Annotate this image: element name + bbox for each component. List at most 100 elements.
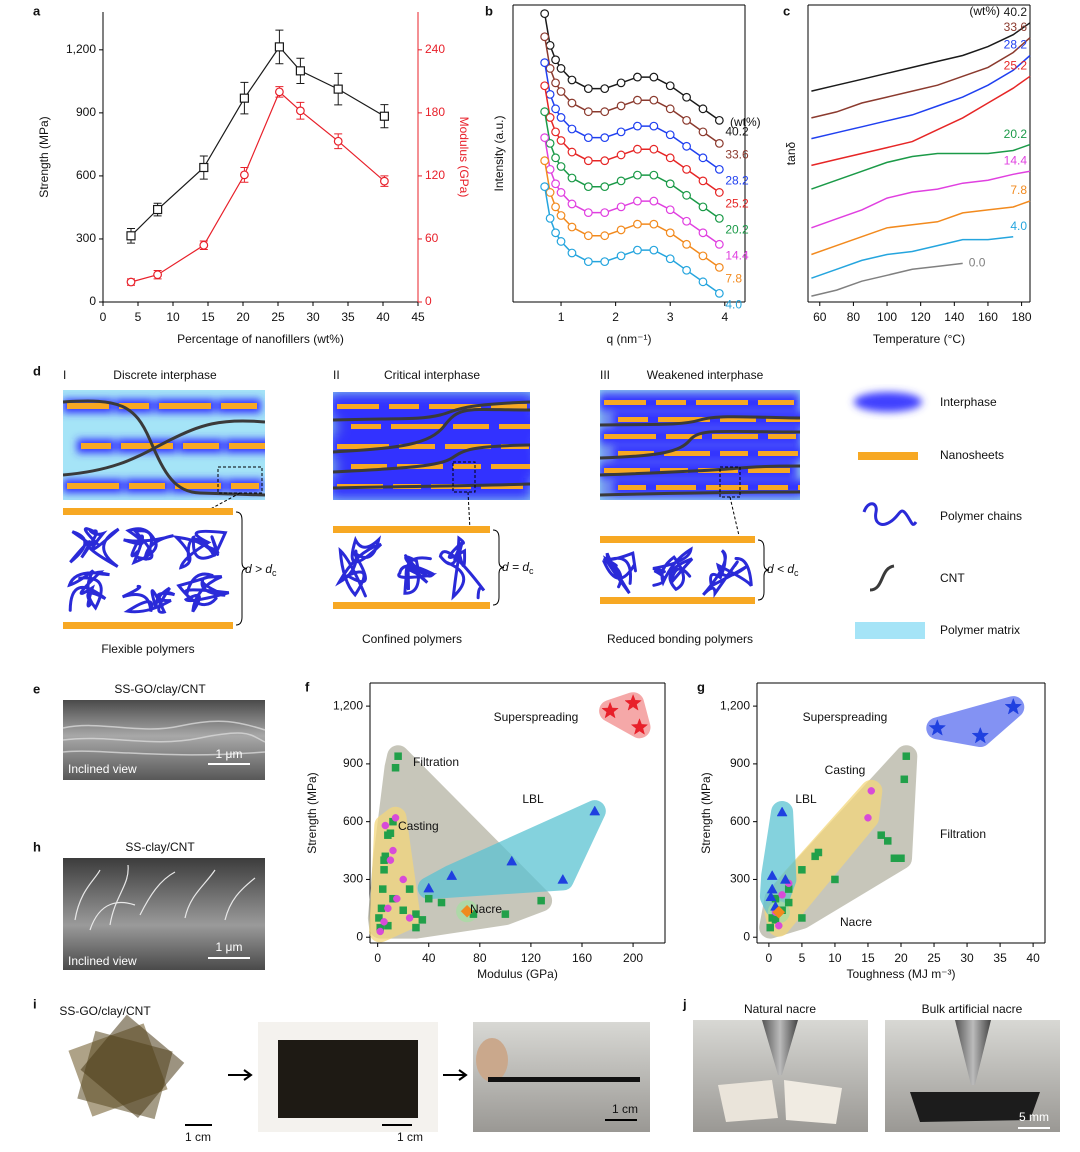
marker-square [798,914,806,922]
region-label: Nacre [470,902,502,916]
subscript: c [272,568,277,578]
marker-triangle [779,873,791,884]
interphase [793,480,800,495]
cnt [600,464,800,477]
image-note: Inclined view [68,762,137,776]
marker-circle [665,81,675,91]
marker-circle [540,107,550,117]
marker-circle [698,153,708,163]
nanosheet [337,404,379,409]
panel-label: e [33,681,40,696]
nanosheet [758,400,794,405]
panel-label: f [305,679,310,694]
marker-triangle [589,805,601,816]
polymer-chains [335,535,486,601]
cnt [333,443,530,474]
nanosheet [453,424,489,429]
x-tick-label: 35 [993,951,1007,965]
y-tick-label: 900 [730,756,750,770]
marker-circle [556,162,566,171]
scheme-caption: Reduced bonding polymers [607,632,753,646]
legend-label: Nanosheets [940,448,1004,462]
nanosheet [499,424,530,429]
y2-tick-label: 240 [425,42,445,56]
x-tick-label: 5 [799,951,806,965]
polymer-chain [172,529,228,570]
nanosheet [600,597,755,604]
y-axis-label: tanδ [784,142,798,166]
legend-label: CNT [940,571,965,585]
relation: d = d [502,560,529,574]
region-label: Casting [398,819,439,833]
marker-square [380,866,388,874]
x-tick-label: 100 [877,310,897,324]
series-label: 28.2 [725,174,749,188]
marker-star [928,719,947,736]
marker-circle [714,288,724,298]
series-label: 33.6 [725,148,749,162]
region-label: Filtration [413,755,459,769]
nanosheet [618,485,646,490]
zoom-lead [467,491,471,531]
y-tick-label: 900 [343,756,363,770]
marker-circle [665,153,675,163]
nanosheet [81,443,111,449]
marker-square [897,854,905,863]
series-label: 20.2 [1004,127,1028,141]
marker-circle [616,251,626,261]
marker-circle [567,147,577,157]
marker-circle [600,257,610,267]
marker-circle [567,124,577,134]
x-tick-label: 40 [422,951,436,965]
scale-label: 1 cm [612,1102,638,1116]
marker-circle [551,78,560,88]
series-line [811,22,1031,92]
marker-square [437,898,446,907]
marker-circle [649,144,659,154]
marker-star [1004,697,1023,715]
marker-circle [698,202,708,212]
x-tick-label: 180 [1012,310,1032,324]
marker-square [399,906,407,915]
artificial-nacre [910,1092,1040,1122]
marker-square [418,916,427,924]
y2-tick-label: 120 [425,168,445,182]
nanosheet [491,404,527,409]
marker-circle [540,182,550,192]
nanosheet [604,434,656,439]
y-axis-label: Strength (MPa) [699,772,713,853]
nanosheet [63,622,233,629]
marker-circle [567,222,577,232]
marker-circle [714,164,724,174]
marker-circle [376,927,384,936]
cnt [600,415,800,427]
region-label: Nacre [840,915,872,929]
x-axis-label: Temperature (°C) [873,332,965,346]
x-tick-label: 160 [978,310,998,324]
marker-circle [714,262,724,272]
marker-circle [698,251,708,261]
x-tick-label: 120 [911,310,931,324]
marker-circle [778,891,786,899]
series-label: 4.0 [1010,219,1027,233]
finger [476,1038,508,1082]
nanosheet [481,484,523,489]
region [599,692,651,739]
legend-matrix [855,622,925,639]
sem-texture [74,864,256,931]
nanosheet [658,417,710,422]
scheme-numeral: II [333,368,340,382]
series-line [811,170,1031,229]
legend-nanosheet [858,452,918,460]
series-line [811,262,963,297]
series-line [811,200,1031,256]
legend-title: (wt%) [730,115,761,129]
nanosheet [119,403,149,409]
legend-label: Interphase [940,395,997,409]
y2-axis-label: Modulus (GPa) [457,117,471,198]
marker-circle [714,213,724,223]
sem-image [63,858,265,970]
x-tick-label: 160 [572,951,592,965]
marker-circle [714,239,724,249]
